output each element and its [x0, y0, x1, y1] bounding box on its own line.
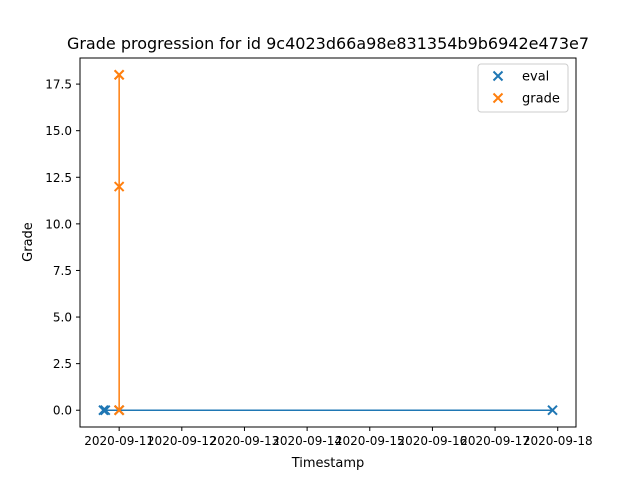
y-axis-label: Grade — [21, 222, 36, 262]
y-tick-label: 12.5 — [45, 171, 72, 185]
x-tick-label: 2020-09-11 — [84, 434, 154, 448]
x-axis-label: Timestamp — [291, 456, 365, 471]
legend-label-eval: eval — [522, 70, 549, 85]
series-grade-point — [113, 181, 125, 192]
series-eval-point — [98, 405, 109, 416]
y-tick-label: 17.5 — [45, 78, 72, 92]
x-tick-label: 2020-09-15 — [335, 434, 405, 448]
x-tick-label: 2020-09-16 — [398, 434, 468, 448]
y-tick-label: 15.0 — [45, 124, 72, 138]
plot-area — [98, 69, 558, 416]
series-grade-point — [113, 405, 125, 416]
legend-marker-grade — [492, 92, 504, 104]
series-eval-point — [100, 405, 111, 416]
y-tick-label: 10.0 — [45, 217, 72, 231]
plot-frame — [79, 57, 577, 428]
x-tick-label: 2020-09-14 — [272, 434, 342, 448]
y-tick-label: 2.5 — [53, 357, 72, 371]
y-axis: 0.0 2.5 5.0 7.5 10.0 12.5 15.0 17.5 — [45, 78, 80, 418]
series-eval-point — [547, 405, 558, 416]
x-tick-label: 2020-09-18 — [523, 434, 593, 448]
legend-marker-eval — [492, 70, 504, 82]
x-tick-label: 2020-09-17 — [460, 434, 530, 448]
x-tick-label: 2020-09-13 — [210, 434, 280, 448]
legend: eval grade — [477, 63, 569, 113]
legend-label-grade: grade — [522, 92, 560, 107]
x-axis: 2020-09-112020-09-122020-09-132020-09-14… — [84, 427, 593, 448]
y-tick-label: 5.0 — [53, 311, 72, 325]
chart-title: Grade progression for id 9c4023d66a98e83… — [67, 34, 589, 53]
series-grade-point — [113, 69, 125, 80]
y-tick-label: 0.0 — [53, 404, 72, 418]
y-tick-label: 7.5 — [53, 264, 72, 278]
x-tick-label: 2020-09-12 — [147, 434, 217, 448]
